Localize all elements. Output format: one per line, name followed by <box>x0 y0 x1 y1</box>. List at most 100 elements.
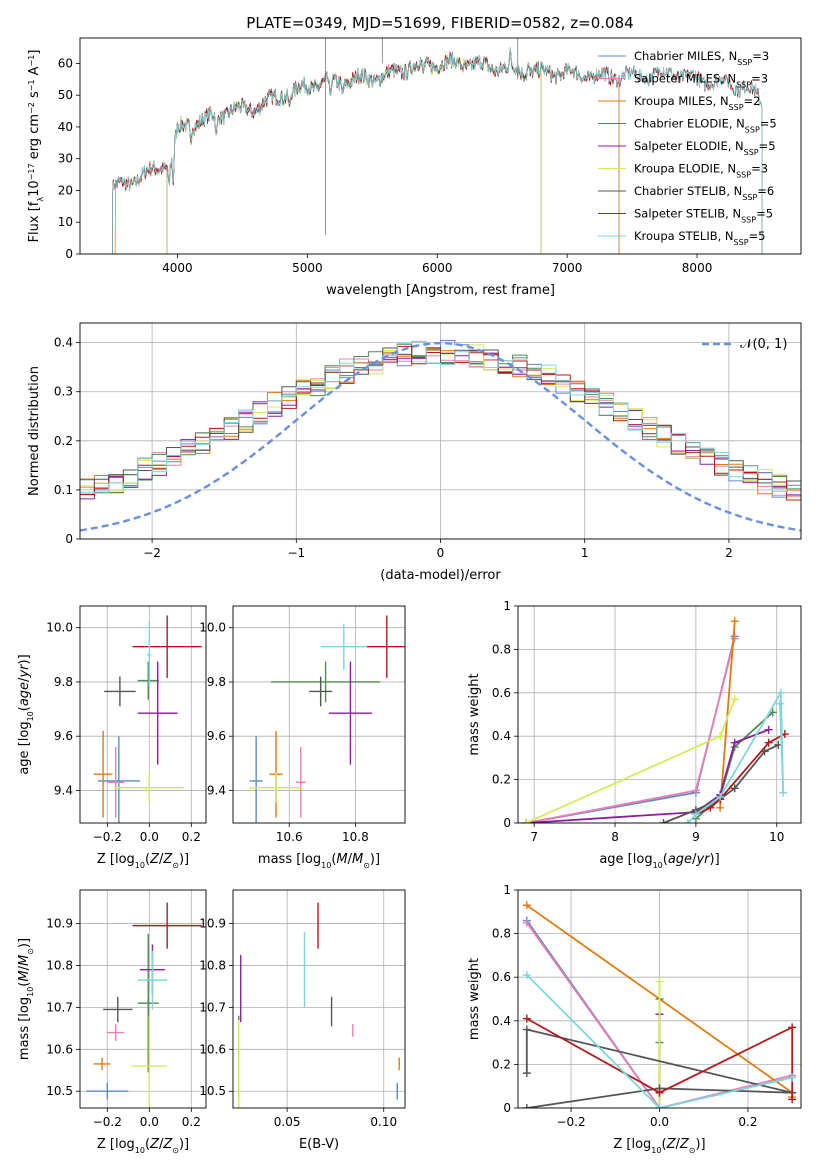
label-part: M <box>336 852 347 867</box>
label-part: Kroupa ELODIE, N <box>634 162 736 176</box>
errorbar-point-chabrier-miles <box>97 736 140 823</box>
label-part: −1 <box>27 55 36 67</box>
mass-weight-line-kroupa-miles <box>719 621 736 808</box>
legend-label: Chabrier ELODIE, NSSP=5 <box>634 117 777 135</box>
y-tick-label: 10.0 <box>199 621 226 635</box>
errorbar-point-kroupa-stelib <box>147 622 152 688</box>
x-tick-label: 0 <box>437 546 445 560</box>
plot-area <box>522 901 797 1108</box>
errorbar-point-kroupa-elodie <box>249 772 303 803</box>
label-part: / <box>348 852 353 867</box>
y-tick-label: 9.4 <box>207 783 226 797</box>
label-part: erg cm <box>27 114 42 163</box>
y-tick-label: 20 <box>58 183 73 197</box>
x-tick-label: 2 <box>725 546 733 560</box>
plot-area <box>249 615 405 823</box>
y-axis-label: mass weight <box>467 673 482 755</box>
label-part: 10 <box>27 180 42 197</box>
errorbar-point-salpeter-stelib <box>132 615 202 678</box>
plus-marker <box>522 1014 531 1023</box>
errorbar-point-kroupa-elodie <box>114 772 184 803</box>
errorbar-point-kroupa-elodie <box>131 1015 168 1108</box>
plus-marker <box>716 732 725 741</box>
label-part: E(B-V) <box>299 1137 339 1152</box>
plus-marker <box>522 819 531 823</box>
errorbar-point-kroupa-stelib <box>320 623 367 670</box>
y-tick-label: 0.8 <box>492 642 511 656</box>
y-tick-label: 0.2 <box>492 773 511 787</box>
label-part: 10 <box>135 1146 145 1155</box>
label-part: ( <box>17 982 32 987</box>
label-part: Salpeter ELODIE, N <box>634 139 744 153</box>
x-axis-label: (data-model)/error <box>380 568 501 583</box>
y-tick-label: 10.7 <box>199 1000 226 1014</box>
y-axis-label: mass [log10(M/M⊙)] <box>17 938 35 1060</box>
figure-title: PLATE=0349, MJD=51699, FIBERID=0582, z=0… <box>246 14 633 32</box>
y-tick-label: 40 <box>58 120 73 134</box>
label-part: Z <box>149 1137 160 1152</box>
y-tick-label: 0.1 <box>54 483 73 497</box>
x-tick-label: 0.10 <box>370 1115 397 1129</box>
y-tick-label: 9.8 <box>207 675 226 689</box>
label-part: ⊙ <box>363 861 370 870</box>
y-tick-label: 10.8 <box>199 958 226 972</box>
legend-label: Kroupa STELIB, NSSP=5 <box>634 229 765 247</box>
label-part: / <box>159 1137 164 1152</box>
legend-label: Salpeter ELODIE, NSSP=5 <box>634 139 776 157</box>
plus-marker <box>764 725 773 734</box>
label-part: 10 <box>321 861 331 870</box>
label-part: ⊙ <box>172 1146 179 1155</box>
y-tick-label: 10.5 <box>46 1084 73 1098</box>
y-tick-label: 0.6 <box>492 686 511 700</box>
errorbar-point-kroupa-miles <box>93 730 113 818</box>
label-part: =2 <box>744 94 761 108</box>
mass-weight-line-chabrier-miles <box>525 636 736 823</box>
label-part: / <box>17 965 32 970</box>
axes-frame <box>79 889 207 1109</box>
plus-marker <box>683 819 692 823</box>
y-tick-label: 60 <box>58 56 73 70</box>
y-tick-label: 0.6 <box>492 970 511 984</box>
y-tick-label: 0.2 <box>492 1057 511 1071</box>
label-part: 10 <box>135 861 145 870</box>
label-part: ( <box>661 1137 666 1152</box>
label-part: SSP <box>737 58 752 67</box>
mass-weight-line-chabrier-stelib <box>663 744 779 823</box>
label-part: Salpeter MILES, N <box>634 72 736 86</box>
y-tick-label: 9.6 <box>207 729 226 743</box>
label-part: mass [log <box>258 852 321 867</box>
plus-marker <box>788 1095 797 1104</box>
plot-area <box>522 617 789 823</box>
x-axis-label: Z [log10(Z/Z⊙)] <box>97 1137 189 1155</box>
label-part: Chabrier ELODIE, N <box>634 117 745 131</box>
panel-mass_vs_Z: −0.2 0.0 0.210.510.610.710.810.9Z [log10(Z… <box>17 889 207 1155</box>
x-tick-label: 0.2 <box>182 830 201 844</box>
y-tick-label: 30 <box>58 152 73 166</box>
x-tick-label: 8 <box>611 830 619 844</box>
label-part: −17 <box>27 163 36 180</box>
label-part: =5 <box>760 117 777 131</box>
y-tick-label: 10.8 <box>46 958 73 972</box>
x-axis-label: Z [log10(Z/Z⊙)] <box>613 1137 705 1155</box>
mass-weight-line-kroupa-stelib <box>687 689 785 823</box>
label-part: Z <box>162 852 173 867</box>
spectrum-line-chabrier-miles <box>112 49 620 254</box>
label-part: ( <box>17 706 32 711</box>
x-tick-label: 9 <box>692 830 700 844</box>
axes-frame <box>79 37 802 255</box>
errorbar-point-salpeter-miles <box>107 747 125 818</box>
panel-mass_vs_EBV: 0.05 0.10 10.5 10.6 10.7 10.8 10.9 E(B-V) <box>199 889 406 1152</box>
x-tick-label: −0.2 <box>93 830 122 844</box>
errorbar-point-chabrier-elodie <box>137 934 159 1073</box>
y-tick-label: 0.4 <box>492 1014 511 1028</box>
y-tick-label: 0 <box>503 816 511 830</box>
plus-marker <box>788 1023 797 1032</box>
label-part: SSP <box>741 215 756 224</box>
label-part: Chabrier STELIB, N <box>634 184 742 198</box>
plus-marker <box>716 792 725 801</box>
label-part: =5 <box>759 139 776 153</box>
errorbar-point-salpeter-miles <box>107 1024 125 1041</box>
legend-label: Kroupa ELODIE, NSSP=3 <box>634 162 768 180</box>
